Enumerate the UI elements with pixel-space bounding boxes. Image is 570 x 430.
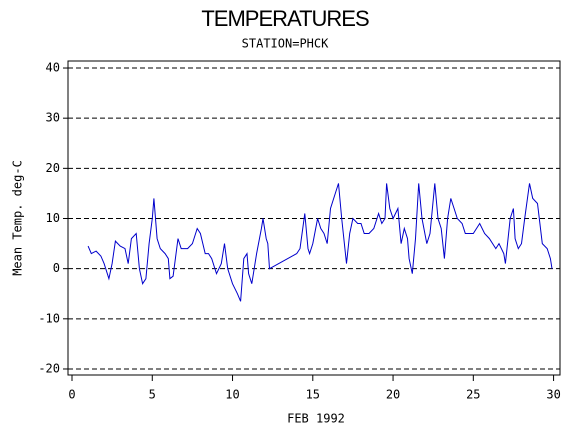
- y-tick-label: 10: [46, 211, 60, 225]
- y-tick-label: 30: [46, 111, 60, 125]
- y-tick-label: 20: [46, 161, 60, 175]
- x-axis-label: FEB 1992: [287, 412, 345, 426]
- y-axis-label: Mean Temp. deg-C: [11, 160, 25, 276]
- x-tick-label: 20: [386, 388, 400, 402]
- plot-frame: [67, 60, 561, 376]
- x-tick-label: 25: [466, 388, 480, 402]
- x-tick-label: 5: [149, 388, 156, 402]
- y-tick-label: -20: [38, 361, 60, 375]
- x-tick-label: 15: [306, 388, 320, 402]
- chart-subtitle: STATION=PHCK: [242, 37, 329, 51]
- data-line: [87, 183, 553, 302]
- x-tick-label: 30: [546, 388, 560, 402]
- x-tick-label: 10: [225, 388, 239, 402]
- y-tick-label: -10: [38, 311, 60, 325]
- chart-title: TEMPERATURES: [201, 6, 369, 31]
- y-tick-label: 0: [53, 261, 60, 275]
- y-tick-label: 40: [46, 61, 60, 75]
- x-tick-label: 0: [68, 388, 75, 402]
